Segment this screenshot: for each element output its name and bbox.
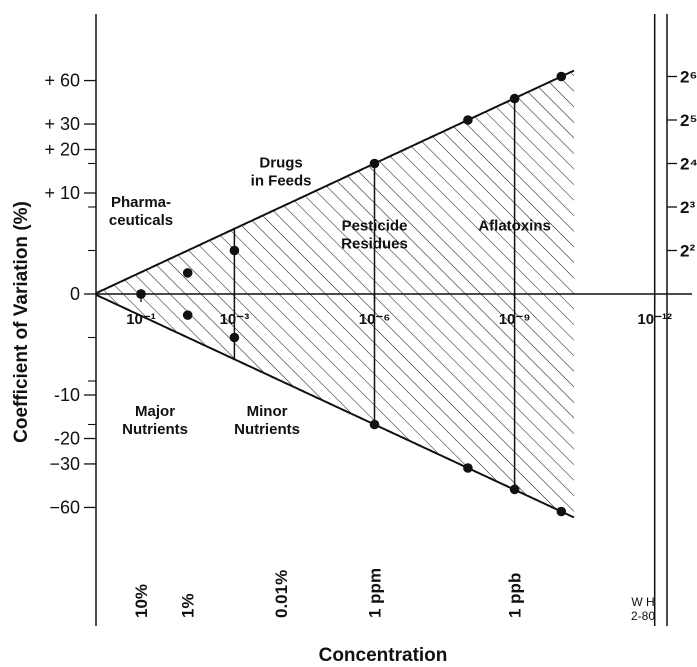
x-axis-title: Concentration bbox=[319, 645, 448, 666]
y-tick-label: -10 bbox=[54, 385, 80, 405]
data-point-lower bbox=[136, 289, 146, 299]
concentration-label: 1 ppm bbox=[366, 568, 385, 618]
hatched-region bbox=[96, 70, 574, 518]
y-tick-label: −30 bbox=[49, 454, 80, 474]
annotation-label: Drugs in Feeds bbox=[251, 155, 312, 190]
right-tick-label: 2² bbox=[680, 242, 695, 261]
data-point-upper bbox=[556, 71, 567, 82]
data-point-lower bbox=[509, 484, 520, 495]
upper-curve bbox=[96, 69, 575, 295]
data-point-upper bbox=[229, 245, 240, 256]
exponent-ticks: 10⁻¹ 10⁻³ 10⁻⁶ 10⁻⁹ 10⁻¹² bbox=[126, 294, 672, 328]
signature: W H 2-80 bbox=[631, 595, 655, 623]
y-tick-label: −60 bbox=[49, 497, 80, 517]
annotation-label: Minor Nutrients bbox=[234, 403, 300, 438]
data-point-lower bbox=[369, 419, 380, 430]
exponent-label: 10⁻³ bbox=[220, 311, 250, 328]
right-tick-label: 2⁶ bbox=[680, 68, 697, 87]
y-tick-label: -20 bbox=[54, 429, 80, 449]
exponent-label: 10⁻⁶ bbox=[359, 311, 391, 328]
left-axis-ticks: + 60 + 30 + 20 + 10 0 -10 -20 −30 −60 bbox=[44, 71, 96, 517]
exponent-label: 10⁻¹ bbox=[126, 311, 156, 328]
data-points bbox=[136, 71, 567, 517]
concentration-label: 1 ppb bbox=[506, 573, 525, 618]
analyte-annotations: Pharma-ceuticals Drugs in Feeds Pesticide Re… bbox=[109, 155, 551, 439]
data-point-upper bbox=[182, 268, 193, 278]
y-tick-label: + 60 bbox=[44, 71, 80, 91]
data-point-upper bbox=[463, 115, 473, 125]
right-tick-label: 2³ bbox=[680, 198, 695, 217]
y-axis-title: Coefficient of Variation (%) bbox=[11, 201, 32, 443]
concentration-label: 1% bbox=[179, 593, 198, 618]
y-tick-label: + 10 bbox=[44, 183, 80, 203]
variability-region bbox=[96, 70, 574, 518]
data-point-lower bbox=[463, 463, 473, 473]
data-point-lower bbox=[182, 310, 193, 320]
y-tick-label: + 30 bbox=[44, 114, 80, 134]
data-point-lower bbox=[229, 332, 240, 343]
annotation-label: Major Nutrients bbox=[122, 403, 188, 438]
right-tick-label: 2⁴ bbox=[680, 155, 697, 174]
concentration-label: 10% bbox=[132, 584, 151, 618]
annotation-label: Aflatoxins bbox=[478, 218, 551, 235]
exponent-label: 10⁻¹² bbox=[637, 311, 672, 328]
annotation-label: Pharma-ceuticals bbox=[109, 194, 173, 229]
y-tick-label: 0 bbox=[70, 284, 80, 304]
concentration-label: 0.01% bbox=[272, 570, 291, 618]
exponent-label: 10⁻⁹ bbox=[499, 311, 531, 328]
lower-curve bbox=[96, 293, 575, 519]
data-point-upper bbox=[509, 93, 520, 104]
concentration-labels: 10% 1% 0.01% 1 ppm 1 ppb bbox=[132, 568, 525, 618]
horwitz-curves bbox=[96, 69, 575, 519]
right-tick-label: 2⁵ bbox=[680, 111, 697, 130]
signature-date: 2-80 bbox=[631, 609, 655, 623]
signature-initials: W H bbox=[631, 595, 654, 609]
right-axis-ticks: 2⁶ 2⁵ 2⁴ 2³ 2² bbox=[667, 68, 697, 261]
annotation-label: Pesticide Residues bbox=[341, 218, 408, 253]
y-tick-label: + 20 bbox=[44, 139, 80, 159]
data-point-upper bbox=[369, 158, 380, 169]
data-point-lower bbox=[556, 506, 567, 517]
